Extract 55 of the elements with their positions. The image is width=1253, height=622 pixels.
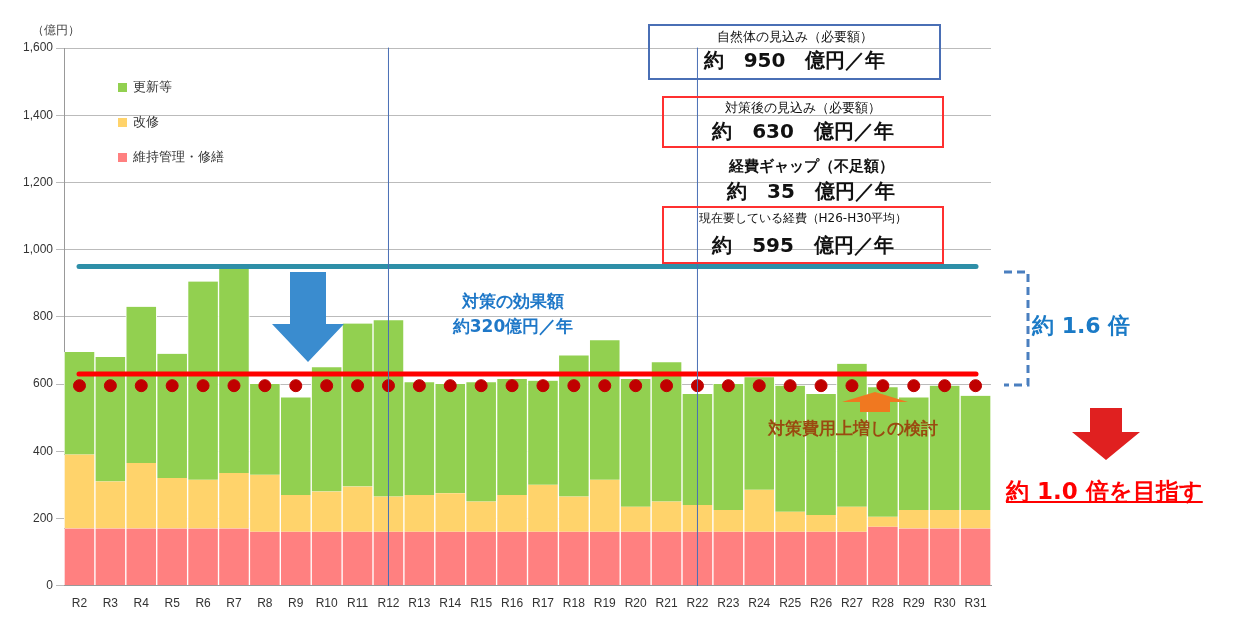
legend-label: 更新等 (133, 78, 172, 96)
x-tick-label: R13 (408, 596, 431, 611)
annotation: 対策後の見込み（必要額） (724, 99, 882, 117)
annotation: 約320億円／年 (451, 315, 575, 338)
x-tick-label: R9 (288, 596, 304, 611)
y-axis-title: （億円） (32, 22, 80, 39)
y-tick-label: 600 (33, 376, 54, 391)
x-tick-label: R15 (470, 596, 493, 611)
y-tick-label: 1,200 (23, 174, 54, 189)
annotation: 約 35 億円／年 (725, 178, 896, 205)
text: 約 1.0 倍を目指す (1006, 477, 1204, 506)
x-tick-label: R30 (933, 596, 956, 611)
x-tick-label: R11 (347, 596, 369, 611)
x-tick-label: R27 (840, 596, 864, 611)
annotation: 約 950 億円／年 (702, 47, 887, 74)
x-tick-label: R25 (779, 596, 802, 611)
x-tick-label: R5 (164, 596, 181, 611)
x-tick-label: R26 (810, 596, 833, 611)
x-tick-label: R21 (655, 596, 678, 611)
y-tick-label: 1,000 (23, 241, 54, 256)
x-tick-label: R6 (195, 596, 212, 611)
text: 約 1.6 倍 (1032, 312, 1132, 340)
x-tick-label: R24 (748, 596, 771, 611)
x-tick-label: R8 (257, 596, 273, 611)
x-tick-label: R7 (226, 596, 242, 611)
legend-label: 改修 (133, 113, 159, 131)
x-tick-label: R17 (531, 596, 555, 611)
x-tick-label: R3 (102, 596, 119, 611)
y-tick-label: 800 (33, 309, 54, 324)
y-tick-label: 1,600 (23, 40, 54, 55)
annotation: 現在要している経費（H26-H30平均） (697, 210, 909, 227)
x-tick-label: R23 (717, 596, 740, 611)
annotation: 対策の効果額 (461, 290, 565, 313)
annotation: 経費ギャップ（不足額） (727, 156, 895, 177)
legend-label: 維持管理・修繕 (133, 148, 224, 166)
x-tick-label: R31 (964, 596, 987, 611)
x-tick-label: R22 (686, 596, 709, 611)
y-tick-label: 200 (33, 510, 54, 525)
x-tick-label: R10 (315, 596, 338, 611)
annotation: 約 595 億円／年 (710, 232, 895, 259)
x-tick-label: R2 (71, 596, 88, 611)
x-tick-label: R29 (902, 596, 926, 611)
x-tick-label: R16 (501, 596, 524, 611)
x-tick-label: R4 (133, 596, 150, 611)
x-tick-label: R19 (593, 596, 617, 611)
x-tick-label: R20 (624, 596, 647, 611)
x-tick-label: R28 (871, 596, 895, 611)
y-tick-label: 1,400 (23, 107, 54, 122)
x-tick-label: R12 (377, 596, 400, 611)
x-tick-label: R18 (562, 596, 586, 611)
x-tick-label: R14 (439, 596, 462, 611)
y-tick-label: 400 (33, 443, 54, 458)
text: 自然体の見込み（必要額） (715, 28, 874, 46)
y-tick-label: 0 (46, 577, 54, 592)
annotation: 約 630 億円／年 (710, 118, 895, 145)
